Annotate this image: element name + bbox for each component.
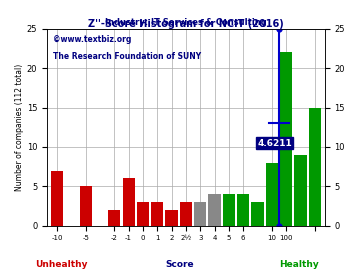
Bar xyxy=(51,171,63,226)
Bar xyxy=(280,52,292,226)
Bar xyxy=(194,202,206,226)
Text: 4.6211: 4.6211 xyxy=(257,139,292,147)
Text: ©www.textbiz.org: ©www.textbiz.org xyxy=(53,35,131,44)
Text: Healthy: Healthy xyxy=(279,260,319,269)
Text: Industry: IT Services & Consulting: Industry: IT Services & Consulting xyxy=(105,18,267,27)
Title: Z''-Score Histogram for NCIT (2016): Z''-Score Histogram for NCIT (2016) xyxy=(88,19,284,29)
Y-axis label: Number of companies (112 total): Number of companies (112 total) xyxy=(15,64,24,191)
Bar xyxy=(151,202,163,226)
Bar xyxy=(223,194,235,226)
Bar xyxy=(80,186,92,226)
Bar xyxy=(180,202,192,226)
Bar xyxy=(266,163,278,226)
Bar xyxy=(108,210,120,226)
Bar xyxy=(309,107,321,226)
Text: The Research Foundation of SUNY: The Research Foundation of SUNY xyxy=(53,52,201,61)
Text: Unhealthy: Unhealthy xyxy=(35,260,87,269)
Bar xyxy=(251,202,264,226)
Bar xyxy=(166,210,177,226)
Bar xyxy=(294,155,306,226)
Bar xyxy=(122,178,135,226)
Text: Score: Score xyxy=(166,260,194,269)
Bar xyxy=(237,194,249,226)
Bar xyxy=(137,202,149,226)
Bar xyxy=(208,194,221,226)
